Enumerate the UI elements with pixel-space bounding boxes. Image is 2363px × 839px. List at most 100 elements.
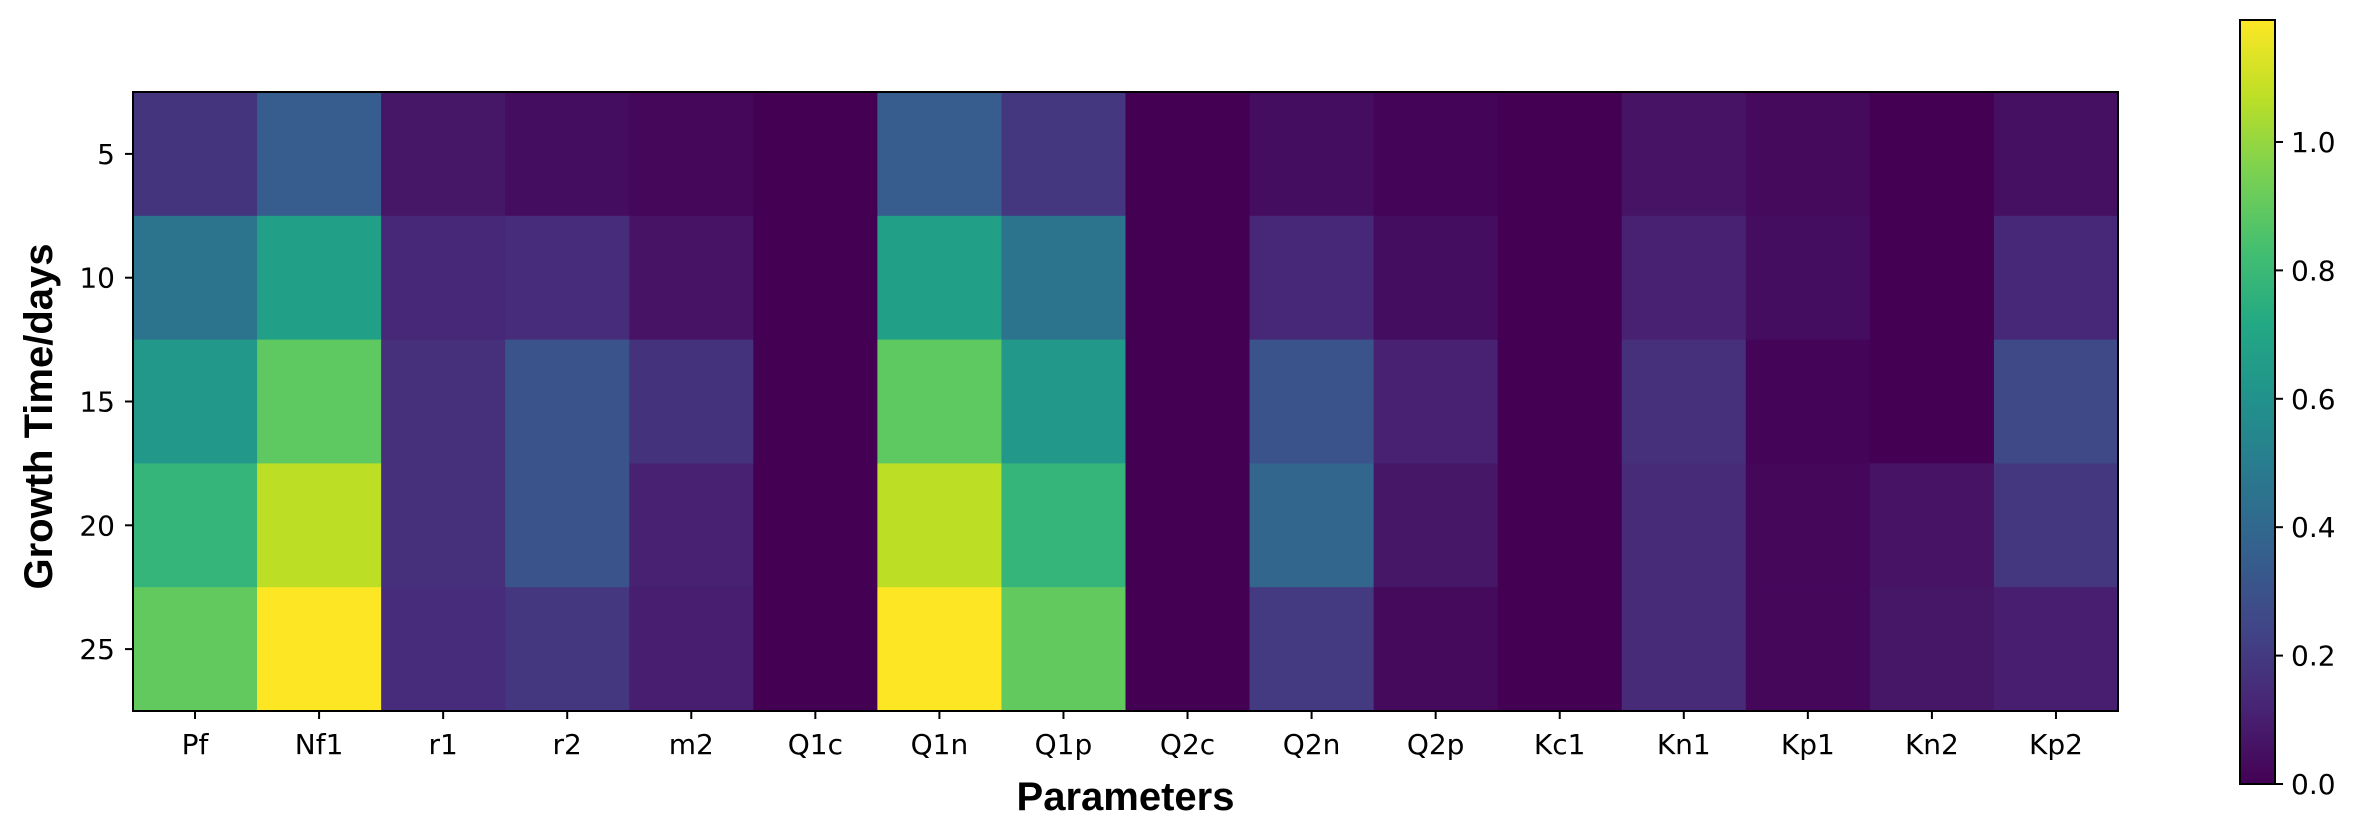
x-tick-label: Pf — [182, 728, 210, 761]
heatmap-cell — [629, 215, 754, 341]
heatmap-cell — [1869, 463, 1995, 588]
x-tick-label: Nf1 — [295, 728, 344, 761]
heatmap-cell — [629, 463, 754, 588]
heatmap-cell — [1373, 215, 1499, 341]
heatmap-cell — [753, 339, 878, 464]
x-tick-label: Kn1 — [1657, 728, 1711, 761]
y-tick-label: 5 — [97, 138, 115, 171]
heatmap-cell — [1621, 92, 1747, 217]
heatmap-cell — [1249, 587, 1375, 712]
heatmap-cell — [1993, 215, 2119, 341]
heatmap-cell — [1869, 92, 1995, 217]
heatmap-cell — [1621, 215, 1747, 341]
colorbar-tick-label: 0.2 — [2291, 640, 2336, 673]
heatmap-cell — [1497, 463, 1623, 588]
colorbar-tick-label: 1.0 — [2291, 126, 2336, 159]
x-tick-label: m2 — [669, 728, 714, 761]
heatmap-cell — [257, 587, 382, 712]
heatmap-cell — [1001, 587, 1127, 712]
y-tick-label: 10 — [79, 262, 115, 295]
heatmap-cell — [505, 215, 630, 341]
heatmap-cell — [1993, 339, 2119, 464]
x-tick-label: r1 — [428, 728, 457, 761]
heatmap-cell — [133, 587, 258, 712]
heatmap-cell — [1993, 587, 2119, 712]
heatmap-cell — [1497, 587, 1623, 712]
heatmap-cell — [505, 339, 630, 464]
heatmap-cell — [381, 92, 506, 217]
heatmap-cell — [1249, 339, 1375, 464]
heatmap-cell — [505, 587, 630, 712]
heatmap-cell — [753, 215, 878, 341]
heatmap-cell — [1125, 215, 1251, 341]
y-tick-label: 25 — [79, 633, 115, 666]
heatmap-cell — [1745, 587, 1871, 712]
heatmap-cell — [877, 339, 1003, 464]
heatmap-cell — [1125, 339, 1251, 464]
heatmap-cell — [1869, 339, 1995, 464]
heatmap-cell — [505, 92, 630, 217]
heatmap-cell — [1001, 92, 1127, 217]
heatmap-cell — [1001, 215, 1127, 341]
heatmap-cell — [1993, 92, 2119, 217]
y-tick-label: 15 — [79, 386, 115, 419]
heatmap-cells — [133, 92, 2119, 712]
x-tick-label: Q1n — [911, 728, 969, 761]
heatmap-cell — [753, 463, 878, 588]
x-tick-label: r2 — [553, 728, 582, 761]
heatmap-cell — [1745, 92, 1871, 217]
x-tick-label: Q1p — [1035, 728, 1093, 761]
heatmap-cell — [877, 215, 1003, 341]
y-tick-label: 20 — [79, 509, 115, 542]
heatmap-cell — [257, 92, 382, 217]
heatmap-cell — [877, 92, 1003, 217]
heatmap-cell — [381, 215, 506, 341]
heatmap-cell — [1373, 339, 1499, 464]
heatmap-cell — [1993, 463, 2119, 588]
heatmap-cell — [1125, 587, 1251, 712]
colorbar-tick-label: 0.8 — [2291, 254, 2336, 287]
x-tick-label: Kc1 — [1534, 728, 1586, 761]
heatmap-cell — [133, 92, 258, 217]
heatmap-cell — [629, 587, 754, 712]
heatmap-cell — [1745, 215, 1871, 341]
heatmap-cell — [381, 463, 506, 588]
x-tick-label: Q2n — [1283, 728, 1341, 761]
x-tick-label: Kp2 — [2029, 728, 2083, 761]
heatmap-cell — [1497, 339, 1623, 464]
heatmap-cell — [1249, 92, 1375, 217]
heatmap-cell — [629, 92, 754, 217]
heatmap-cell — [1373, 463, 1499, 588]
heatmap-cell — [257, 339, 382, 464]
x-tick-label: Kn2 — [1905, 728, 1959, 761]
colorbar-tick-label: 0.0 — [2291, 768, 2336, 801]
heatmap-cell — [381, 339, 506, 464]
x-tick-label: Q2p — [1407, 728, 1465, 761]
x-axis-title: Parameters — [1017, 775, 1235, 819]
colorbar-tick-label: 0.6 — [2291, 383, 2336, 416]
heatmap-cell — [1001, 463, 1127, 588]
heatmap-cell — [1125, 92, 1251, 217]
heatmap-cell — [1745, 339, 1871, 464]
heatmap-cell — [133, 463, 258, 588]
heatmap-cell — [257, 463, 382, 588]
heatmap-cell — [1497, 215, 1623, 341]
heatmap-cell — [1249, 215, 1375, 341]
colorbar-tick-label: 0.4 — [2291, 511, 2336, 544]
heatmap-cell — [1621, 587, 1747, 712]
y-axis-title: Growth Time/days — [17, 243, 61, 589]
heatmap-cell — [1373, 92, 1499, 217]
heatmap-cell — [1125, 463, 1251, 588]
heatmap-cell — [1497, 92, 1623, 217]
heatmap-cell — [257, 215, 382, 341]
x-tick-label: Q2c — [1160, 728, 1215, 761]
heatmap-cell — [629, 339, 754, 464]
heatmap-cell — [1001, 339, 1127, 464]
heatmap-cell — [1869, 587, 1995, 712]
heatmap-cell — [381, 587, 506, 712]
x-tick-label: Q1c — [788, 728, 843, 761]
heatmap-cell — [1745, 463, 1871, 588]
heatmap-cell — [753, 92, 878, 217]
x-tick-label: Kp1 — [1781, 728, 1835, 761]
